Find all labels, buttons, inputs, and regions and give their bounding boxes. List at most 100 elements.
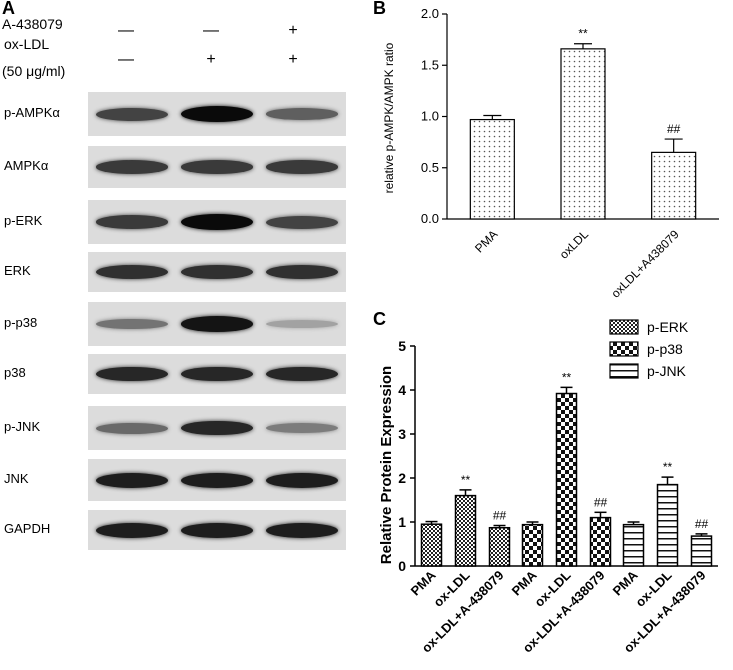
blot-band [181,366,253,382]
legend-swatch [609,341,639,357]
chart-c-significance: ## [493,509,507,523]
blot-strip [88,354,346,394]
chart-c-bar [521,523,544,567]
blot-band [96,366,168,382]
blot-strip [88,459,346,501]
chart-c-bar [622,523,645,567]
blot-band [266,320,338,328]
chart-c-bar [488,526,511,567]
chart-b-ytick-label: 2.0 [421,6,439,21]
chart-b-ylabel: relative p-AMPK/AMPK ratio [382,42,396,193]
blot-band [181,265,253,279]
blot-band [266,472,338,488]
chart-c-bar [454,494,477,567]
chart-c-significance: ** [562,370,572,384]
blot-strip [88,406,346,450]
chart-b-bar [651,151,697,220]
blot-strip [88,252,346,292]
blot-band [96,472,168,488]
chart-c-ytick-label: 3 [398,426,406,442]
blot-band [181,214,253,230]
condition-sign: — [118,51,134,68]
chart-c-ytick-label: 1 [398,514,406,530]
blot-strip [88,92,346,136]
chart-b-ytick-label: 1.0 [421,109,439,124]
blot-band [266,423,338,433]
legend-swatch [609,363,639,379]
chart-c-significance: ** [663,460,673,474]
blot-band [96,318,168,330]
blot-band [96,265,168,279]
blot-strip [88,200,346,244]
chart-b-xtick-label: oxLDL [557,227,592,262]
legend-label: p-JNK [647,363,687,379]
blot-band [181,522,253,538]
panel-b-letter: B [373,0,386,18]
chart-c-bar [555,392,578,567]
chart-b-bar [560,48,606,220]
blot-band [96,215,168,229]
chart-c-ytick-label: 4 [398,382,406,398]
blot-band [181,472,253,488]
blot-label: p-AMPKα [4,105,60,120]
chart-c-protein-expression: Relative Protein Expression 012345PMA**o… [378,319,718,656]
blot-label: JNK [4,471,29,486]
condition-label: A-438079 [2,16,63,32]
blot-strip [88,302,346,346]
chart-b-xtick-label: PMA [472,227,500,255]
chart-c-ytick-label: 2 [398,470,406,486]
panel-c-letter: C [373,309,386,329]
condition-sign: + [288,51,298,68]
chart-c-bar [589,516,612,567]
chart-c-significance: ## [695,517,709,531]
legend-label: p-p38 [647,341,683,357]
blot-band [266,108,338,120]
condition-label: (50 μg/ml) [2,63,66,79]
blot-band [266,265,338,279]
blot-label: AMPKα [4,158,49,173]
blot-band [181,420,253,436]
blot-band [266,215,338,229]
condition-sign: + [206,51,216,68]
chart-c-bar [690,535,713,567]
blot-strip [88,146,346,188]
blot-band [181,106,253,122]
chart-b-ampk-ratio: relative p-AMPK/AMPK ratio 0.0 0.5 1.0 1.5 2… [382,6,719,301]
blot-strip [88,510,346,550]
blot-band [181,316,253,332]
blot-band [96,422,168,434]
chart-b-xtick-label: oxLDL+A438079 [608,227,682,301]
blot-band [266,522,338,538]
chart-c-ytick-label: 0 [398,558,406,574]
condition-sign: — [203,22,219,39]
blot-band [266,160,338,174]
panel-a-letter: A [2,0,15,18]
blot-label: p-JNK [4,419,41,434]
chart-b-ytick-label: 0.0 [421,211,439,226]
chart-c-significance: ** [461,473,471,487]
chart-c-bar [656,483,679,567]
chart-b-significance: ## [667,122,681,136]
blot-label: GAPDH [4,521,51,536]
blot-band [96,107,168,121]
blot-label: p38 [4,365,26,380]
chart-b-ytick-label: 0.5 [421,160,439,175]
chart-c-ylabel: Relative Protein Expression [378,366,395,564]
blot-band [96,160,168,174]
condition-sign: — [118,22,134,39]
chart-c-significance: ## [594,495,608,509]
chart-b-significance: ** [578,27,588,41]
blot-band [266,366,338,382]
condition-sign: + [288,22,298,39]
legend-label: p-ERK [647,319,689,335]
blot-label: p-p38 [4,315,38,330]
chart-b-ytick-label: 1.5 [421,57,439,72]
blot-band [181,160,253,174]
legend-swatch [609,319,639,335]
condition-label: ox-LDL [4,36,50,52]
chart-c-bar [420,523,443,567]
chart-c-ytick-label: 5 [398,338,406,354]
blot-label: p-ERK [4,213,43,228]
blot-label: ERK [4,263,31,278]
blot-band [96,522,168,538]
